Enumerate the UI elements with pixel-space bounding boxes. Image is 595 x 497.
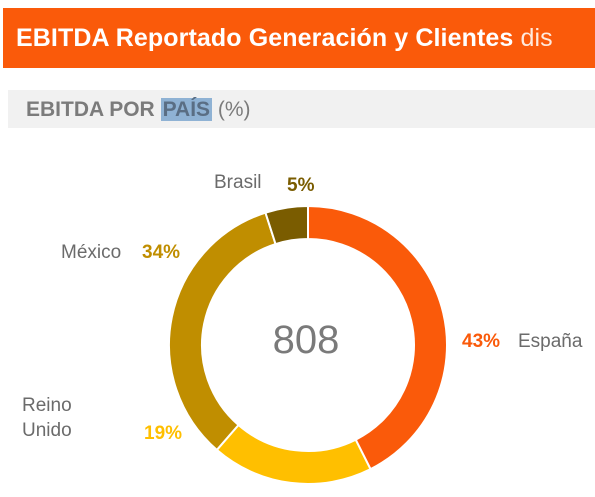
pct-mexico: 34% <box>142 242 181 263</box>
section-title-unit: (%) <box>217 98 251 121</box>
center-total-value: 808 <box>272 318 340 362</box>
header-title-main: EBITDA Reportado Generación y Clientes <box>16 24 514 52</box>
section-title-bar: EBITDA POR PAÍS (%) <box>8 90 595 128</box>
label-reino-unido-line2: Unido <box>22 420 72 441</box>
label-reino-unido-line1: Reino <box>22 395 72 416</box>
section-title-highlight[interactable]: PAÍS <box>160 98 213 121</box>
label-reino-unido: Reino Unido <box>22 393 72 443</box>
pct-espana: 43% <box>462 331 501 352</box>
label-espana: España <box>518 331 583 352</box>
section-title: EBITDA POR PAÍS (%) <box>26 98 251 122</box>
slice-brasil <box>264 204 309 246</box>
label-brasil: Brasil <box>214 172 262 193</box>
label-mexico: México <box>61 242 122 263</box>
section-title-part1: EBITDA POR <box>26 98 155 121</box>
slice-reino-unido <box>215 423 372 485</box>
header-title: EBITDA Reportado Generación y Clientes d… <box>16 24 553 53</box>
header-banner: EBITDA Reportado Generación y Clientes d… <box>3 8 595 68</box>
pct-reino-unido: 19% <box>144 423 183 444</box>
pct-brasil: 5% <box>287 175 315 196</box>
header-title-tail: dis <box>520 24 553 52</box>
